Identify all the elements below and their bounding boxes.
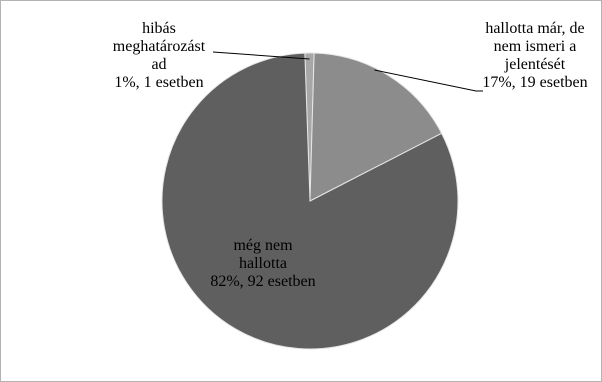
slice-label-1: hibás meghatározást ad 1%, 1 esetben bbox=[113, 20, 206, 91]
slice-label-3-line-2: hallotta bbox=[239, 255, 287, 272]
leader-line-2 bbox=[374, 69, 483, 92]
pie-slice-3 bbox=[161, 52, 459, 350]
leader-line-1 bbox=[212, 51, 310, 60]
slice-label-1-line-1: hibás bbox=[142, 20, 176, 37]
slice-label-3-line-1: még nem bbox=[233, 237, 293, 254]
slice-label-3: még nem hallotta 82%, 92 esetben bbox=[210, 237, 315, 290]
slice-label-1-line-2: meghatározást bbox=[113, 38, 206, 55]
slice-label-1-line-4: 1%, 1 esetben bbox=[114, 74, 203, 91]
slice-label-3-line-3: 82%, 92 esetben bbox=[210, 273, 315, 290]
slice-label-2-line-1: hallotta már, de bbox=[485, 20, 584, 37]
slice-label-2-line-3: jelentését bbox=[504, 56, 566, 73]
slice-label-2: hallotta már, de nem ismeri a jelentését 17… bbox=[482, 20, 587, 91]
slice-label-2-line-2: nem ismeri a bbox=[494, 38, 577, 55]
slice-label-2-line-4: 17%, 19 esetben bbox=[482, 74, 587, 91]
pie-slice-2 bbox=[309, 52, 443, 202]
slice-label-1-line-3: ad bbox=[151, 56, 166, 73]
